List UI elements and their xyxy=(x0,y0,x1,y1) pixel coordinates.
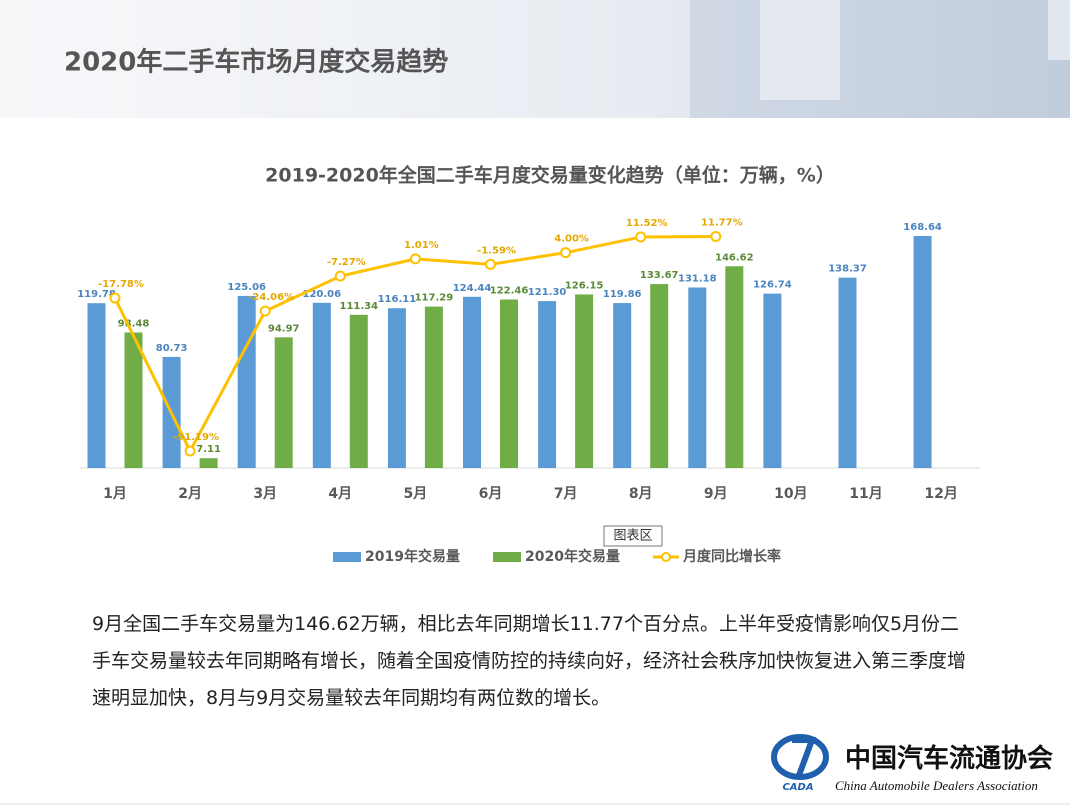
bar-label: 125.06 xyxy=(227,282,266,293)
bar-label: 121.30 xyxy=(528,287,567,298)
bar-label: 168.64 xyxy=(903,222,942,233)
bar-label: 122.46 xyxy=(490,285,529,296)
bar xyxy=(312,302,331,468)
tooltip: 图表区 xyxy=(613,529,652,544)
bar xyxy=(463,296,481,468)
x-tick-label: 2月 xyxy=(178,486,202,502)
bar-label: 131.18 xyxy=(678,273,717,284)
bar xyxy=(650,284,669,468)
x-tick-label: 10月 xyxy=(774,486,807,502)
line-label: -91.19% xyxy=(173,432,219,443)
line-marker xyxy=(334,270,346,282)
logo: CADA 中国汽车流通协会 China Automobile Dealers A… xyxy=(771,734,1053,793)
chart-title: 2019-2020年全国二手车月度交易量变化趋势（单位：万辆，%） xyxy=(265,164,835,187)
line-marker xyxy=(409,253,421,265)
x-tick-label: 4月 xyxy=(328,486,352,502)
line-label: -7.27% xyxy=(327,257,366,268)
bar xyxy=(538,301,557,468)
bar-label: 116.11 xyxy=(378,294,417,305)
line-label: -1.59% xyxy=(477,245,516,256)
bar xyxy=(725,266,744,468)
bar-label: 133.67 xyxy=(640,270,679,281)
bar xyxy=(613,303,632,468)
line-marker xyxy=(259,305,271,317)
bar xyxy=(424,306,443,468)
bar-label: 146.62 xyxy=(715,252,754,263)
x-tick-label: 12月 xyxy=(924,486,957,502)
x-tick-label: 11月 xyxy=(849,486,882,502)
x-tick-label: 6月 xyxy=(479,486,503,502)
bar-label: 94.97 xyxy=(268,323,300,334)
bar xyxy=(87,303,106,468)
logo-mark xyxy=(792,737,817,780)
logo-name: 中国汽车流通协会 xyxy=(845,743,1053,774)
bar xyxy=(838,277,857,468)
line-label: 11.77% xyxy=(701,217,743,228)
logo-abbr: CADA xyxy=(782,782,813,793)
bar-label: 126.15 xyxy=(565,280,604,291)
bar xyxy=(575,294,594,468)
x-tick-label: 9月 xyxy=(704,486,728,502)
bar-label: 138.37 xyxy=(828,264,867,275)
bar-label: 126.74 xyxy=(753,280,792,291)
line-marker xyxy=(710,230,722,242)
paragraph: 9月全国二手车交易量为146.62万辆，相比去年同期增长11.77个百分点。上半… xyxy=(92,613,967,709)
bar xyxy=(349,314,368,468)
x-tick-label: 3月 xyxy=(253,486,277,502)
line-label: 11.52% xyxy=(626,218,668,229)
header-cube xyxy=(1048,0,1070,60)
line-marker xyxy=(184,445,196,457)
x-tick-label: 5月 xyxy=(404,486,428,502)
x-tick-label: 8月 xyxy=(629,486,653,502)
legend-marker xyxy=(661,552,671,562)
tooltip-box xyxy=(603,525,663,547)
bar xyxy=(274,337,293,468)
bar xyxy=(387,308,406,468)
line-label: -24.06% xyxy=(248,292,294,303)
bar xyxy=(124,332,143,468)
bar-label: 120.06 xyxy=(303,289,342,300)
bar xyxy=(913,235,932,468)
bar-label: 7.11 xyxy=(196,444,221,455)
line-marker xyxy=(560,247,572,259)
legend-label: 月度同比增长率 xyxy=(682,548,781,565)
header-band xyxy=(0,0,1070,118)
bar-label: 119.86 xyxy=(603,289,642,300)
bar-label: 119.78 xyxy=(77,289,116,300)
bar-label: 98.48 xyxy=(118,318,150,329)
legend-swatch xyxy=(333,552,361,562)
bar-label: 111.34 xyxy=(340,301,379,312)
x-tick-label: 7月 xyxy=(554,486,578,502)
legend-label: 2020年交易量 xyxy=(525,548,620,565)
bar xyxy=(199,458,218,468)
header-cube xyxy=(760,0,840,100)
bar-label: 124.44 xyxy=(453,283,492,294)
legend-label: 2019年交易量 xyxy=(365,548,460,565)
line-label: 1.01% xyxy=(404,240,439,251)
bar-label: 80.73 xyxy=(156,343,188,354)
line-label: 4.00% xyxy=(554,234,589,245)
bar xyxy=(763,293,782,468)
line-marker xyxy=(635,231,647,243)
logo-english: China Automobile Dealers Association xyxy=(835,778,1038,793)
header-image xyxy=(690,0,1070,118)
x-tick-label: 1月 xyxy=(103,486,127,502)
bar-label: 117.29 xyxy=(415,293,454,304)
bar xyxy=(237,295,256,468)
line-label: -17.78% xyxy=(98,279,144,290)
line-marker xyxy=(485,258,496,270)
legend-swatch xyxy=(493,552,521,562)
bar xyxy=(500,299,518,468)
line-marker xyxy=(109,292,121,304)
bar xyxy=(688,287,707,468)
slide-title: 2020年二手车市场月度交易趋势 xyxy=(64,47,448,78)
